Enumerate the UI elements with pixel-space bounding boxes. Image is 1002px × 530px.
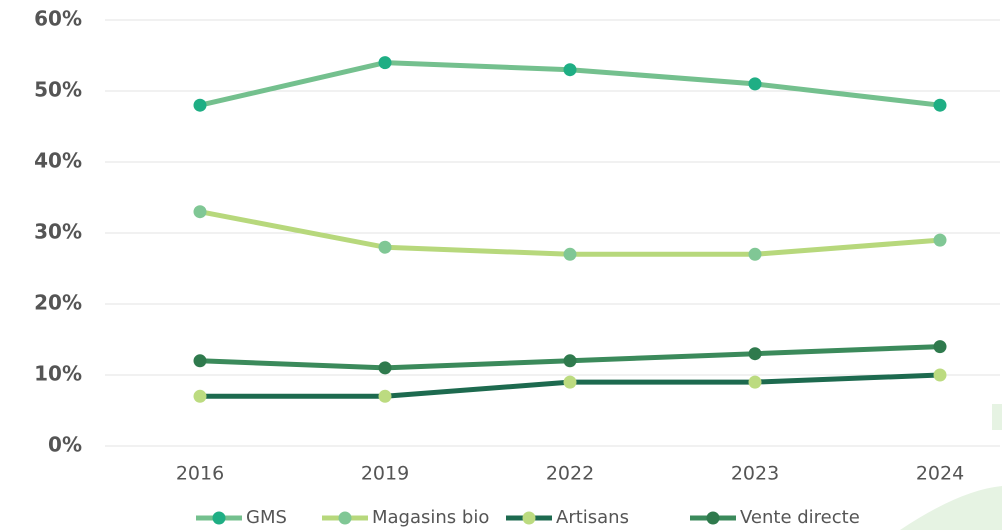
legend-label: Magasins bio xyxy=(372,507,489,528)
data-point xyxy=(933,340,947,354)
x-tick-label: 2019 xyxy=(361,463,409,485)
data-point xyxy=(563,354,577,368)
y-tick-label: 20% xyxy=(34,291,82,315)
x-tick-label: 2022 xyxy=(546,463,594,485)
y-tick-label: 30% xyxy=(34,220,82,244)
data-point xyxy=(193,354,207,368)
data-point xyxy=(563,375,577,389)
y-tick-label: 50% xyxy=(34,78,82,102)
data-point xyxy=(378,361,392,375)
x-tick-label: 2016 xyxy=(176,463,224,485)
data-point xyxy=(193,389,207,403)
data-point xyxy=(378,56,392,70)
legend-marker xyxy=(522,511,536,525)
legend-marker xyxy=(338,511,352,525)
data-point xyxy=(748,247,762,261)
legend-marker xyxy=(706,511,720,525)
y-tick-label: 0% xyxy=(48,433,82,457)
data-point xyxy=(378,240,392,254)
data-point xyxy=(563,247,577,261)
legend-label: Artisans xyxy=(556,507,629,528)
legend-marker xyxy=(212,511,226,525)
data-point xyxy=(748,347,762,361)
legend-label: GMS xyxy=(246,507,287,528)
y-tick-label: 60% xyxy=(34,7,82,31)
data-point xyxy=(193,98,207,112)
decoration xyxy=(992,404,1002,430)
data-point xyxy=(748,77,762,91)
x-tick-label: 2023 xyxy=(731,463,779,485)
data-point xyxy=(933,233,947,247)
data-point xyxy=(748,375,762,389)
y-tick-label: 40% xyxy=(34,149,82,173)
data-point xyxy=(563,63,577,77)
data-point xyxy=(193,205,207,219)
decoration xyxy=(900,486,1002,530)
data-point xyxy=(378,389,392,403)
data-point xyxy=(933,98,947,112)
legend-label: Vente directe xyxy=(740,507,860,528)
x-tick-label: 2024 xyxy=(916,463,964,485)
y-tick-label: 10% xyxy=(34,362,82,386)
data-point xyxy=(933,368,947,382)
